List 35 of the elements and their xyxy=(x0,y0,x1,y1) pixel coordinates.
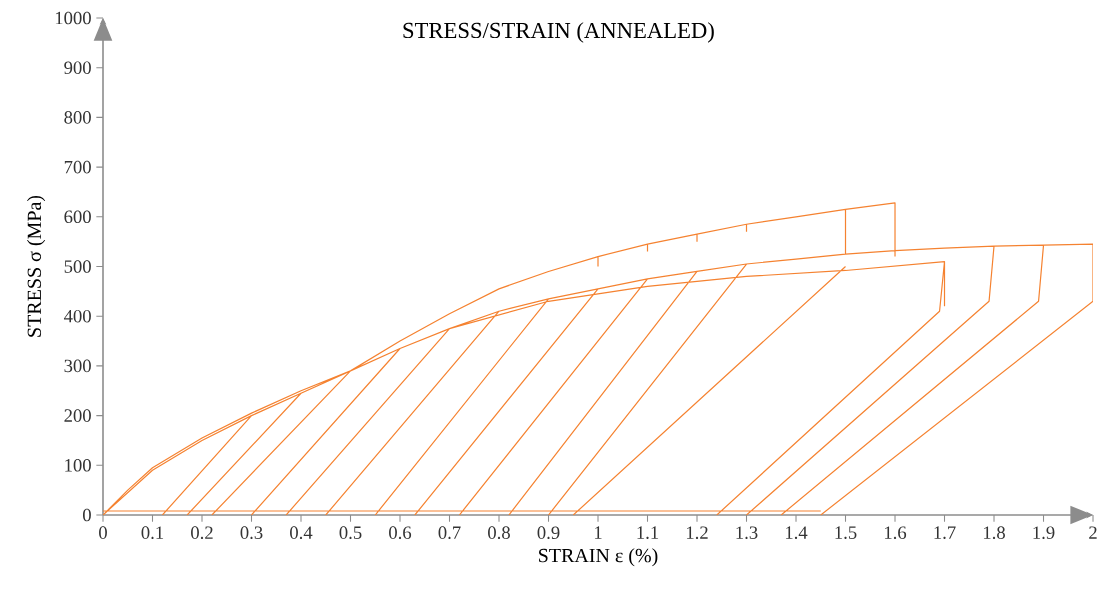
x-tick-label: 1.6 xyxy=(884,526,907,540)
x-tick-label: 0.6 xyxy=(389,526,412,540)
x-tick-label: 0.5 xyxy=(339,526,362,540)
x-tick-label: 0.9 xyxy=(537,526,560,540)
y-tick-label: 700 xyxy=(64,160,91,174)
x-tick-label: 1.8 xyxy=(983,526,1005,540)
y-tick-label: 200 xyxy=(64,409,91,422)
x-tick-label: 0.2 xyxy=(191,526,213,540)
x-tick-label: 1.3 xyxy=(736,526,758,540)
x-tick-label: 0.7 xyxy=(438,526,461,540)
chart-title: STRESS/STRAIN (ANNEALED) xyxy=(403,22,714,43)
x-tick-label: 1 xyxy=(594,526,602,539)
x-tick-label: 2 xyxy=(1089,526,1097,539)
x-tick-label: 0.4 xyxy=(290,526,313,540)
x-tick-label: 1.4 xyxy=(785,526,808,539)
y-tick-label: 0 xyxy=(83,508,91,522)
y-tick-label: 500 xyxy=(64,260,91,273)
x-tick-label: 0.3 xyxy=(240,526,263,540)
x-tick-label: 0.1 xyxy=(141,526,164,540)
y-tick-label: 1000 xyxy=(55,11,91,25)
x-tick-label: 0 xyxy=(99,526,107,539)
x-tick-label: 1.9 xyxy=(1033,526,1055,540)
y-tick-label: 400 xyxy=(63,309,91,323)
x-axis-title: STRAIN ε (%) xyxy=(539,548,658,567)
x-tick-label: 1.7 xyxy=(934,526,956,539)
y-tick-label: 900 xyxy=(64,61,91,74)
y-tick-label: 100 xyxy=(65,458,91,472)
x-tick-label: 0.8 xyxy=(488,526,510,540)
x-tick-label: 1.5 xyxy=(835,526,857,539)
x-tick-label: 1.2 xyxy=(686,526,708,540)
y-tick-label: 800 xyxy=(64,111,91,124)
y-axis-title: STRESS σ (MPa) xyxy=(27,195,46,337)
y-tick-label: 600 xyxy=(64,210,91,224)
x-tick-label: 1.1 xyxy=(637,526,659,539)
y-tick-label: 300 xyxy=(64,359,91,373)
